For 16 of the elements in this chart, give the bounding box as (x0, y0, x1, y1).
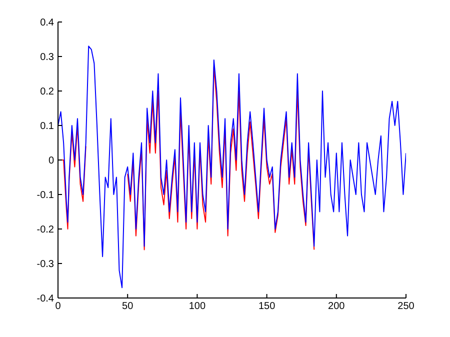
y-tick-label: -0.4 (36, 294, 54, 305)
x-tick-label: 100 (188, 301, 206, 312)
y-tick-label: 0.1 (40, 121, 54, 132)
x-tick-label: 50 (122, 301, 134, 312)
line-series (58, 46, 406, 288)
y-tick-label: 0.4 (40, 18, 54, 29)
x-tick-label: 250 (398, 301, 415, 312)
x-tick-label: 200 (328, 301, 346, 312)
y-tick-label: -0.1 (36, 190, 54, 202)
x-tick-label: 150 (258, 301, 276, 312)
y-tick-label: 0 (48, 156, 54, 167)
y-tick-label: -0.2 (36, 224, 54, 236)
y-tick-label: -0.3 (36, 259, 54, 270)
x-tick-label: 0 (55, 301, 62, 312)
y-tick-label: 0.3 (40, 52, 54, 64)
y-tick-label: 0.2 (40, 86, 54, 98)
